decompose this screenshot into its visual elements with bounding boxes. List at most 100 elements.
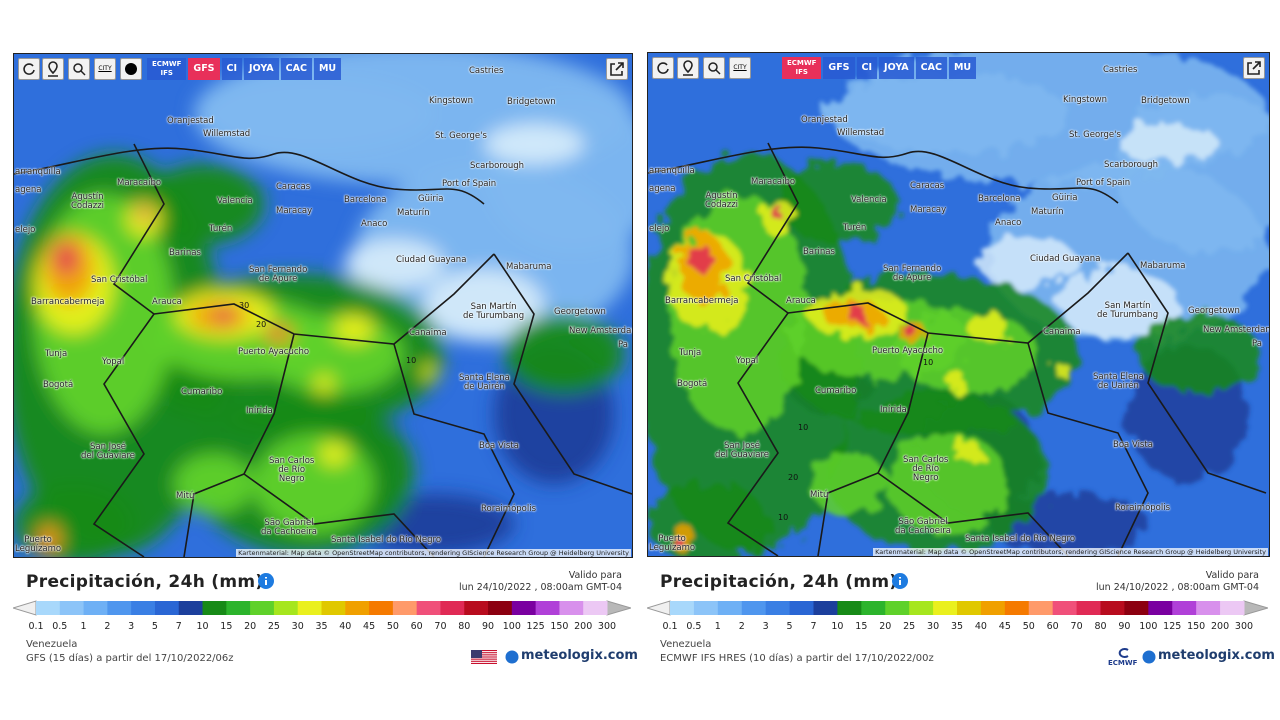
city-label: Bogotá (677, 379, 708, 389)
tool-button[interactable] (42, 58, 64, 80)
scale-swatch (1076, 601, 1101, 615)
scale-label: 80 (1094, 621, 1107, 632)
tool-button[interactable] (120, 58, 142, 80)
border (393, 343, 515, 557)
model-button[interactable]: JOYA (244, 58, 279, 80)
scale-swatch (957, 601, 982, 615)
tool-button[interactable]: CITY (729, 57, 751, 79)
city-label: Barcelona (978, 194, 1021, 204)
scale-swatch (1028, 601, 1054, 615)
model-run: ECMWF IFS HRES (10 días) a partir del 17… (660, 653, 934, 664)
city-label: Barrancabermeja (31, 297, 105, 307)
tool-button[interactable] (68, 58, 90, 80)
model-button[interactable]: CAC (915, 57, 947, 79)
city-label: Canaima (409, 328, 447, 338)
share-button[interactable] (1243, 57, 1265, 79)
city-label: San José del Guaviare (81, 442, 136, 461)
scale-swatch (717, 601, 743, 615)
contour-label: 10 (778, 513, 789, 522)
model-button[interactable]: CI (856, 57, 878, 79)
tool-button[interactable] (703, 57, 725, 79)
us-flag (471, 650, 497, 664)
city-label: Oranjestad (801, 115, 848, 125)
scale-arrow-high (1243, 600, 1268, 616)
model-button[interactable]: MU (948, 57, 977, 79)
model-button[interactable]: ECMWF IFS (147, 58, 187, 80)
scale-swatch (369, 601, 394, 615)
tool-button[interactable] (652, 57, 674, 79)
rain-area (424, 269, 544, 339)
region: Venezuela (660, 639, 712, 650)
scale-swatch (1100, 601, 1125, 615)
scale-label: 70 (1070, 621, 1083, 632)
city-label: Scarborough (470, 161, 525, 171)
city-label: Cumaribo (181, 387, 223, 397)
scale-swatch (980, 601, 1006, 615)
contour-label: 20 (788, 473, 799, 482)
contour-label: 10 (406, 356, 417, 365)
model-button[interactable]: CI (221, 58, 243, 80)
scale-swatch (392, 601, 418, 615)
rain-area (968, 313, 1008, 343)
scale-swatch (1004, 601, 1030, 615)
rain-area (319, 442, 349, 466)
rain-area (948, 373, 968, 393)
city-label: São Gabriel da Cachoeira (261, 518, 318, 537)
scale-swatch (885, 601, 910, 615)
scale-label: 10 (831, 621, 844, 632)
city-label: Puerto Ayacucho (872, 346, 944, 356)
city-label: Georgetown (554, 307, 606, 317)
scale-label: 15 (855, 621, 868, 632)
city-label: Inírida (880, 405, 907, 415)
city-label: Maturín (1031, 207, 1064, 217)
zoom (73, 63, 86, 76)
city-label: St. George's (435, 131, 487, 141)
city-label: Santa Elena de Uairén (1093, 372, 1144, 391)
city-label: Boa Vista (479, 441, 519, 451)
city-label: Turén (843, 223, 867, 233)
city-label: Scarborough (1104, 160, 1159, 170)
city-toggle: CITY (733, 64, 747, 71)
border (153, 253, 495, 345)
tool-button[interactable]: CITY (94, 58, 116, 80)
border (787, 252, 1129, 344)
scale-swatch (1220, 601, 1245, 615)
region: Venezuela (26, 639, 78, 650)
city-label: Cumaribo (815, 386, 857, 396)
city-label: Valencia (851, 195, 887, 205)
share (610, 62, 624, 76)
scale-label: 0.5 (686, 621, 702, 632)
pin (48, 61, 58, 77)
city-label: Mabaruma (506, 262, 552, 272)
city-label: San Fernando de Apure (249, 265, 308, 284)
rain-area (1118, 123, 1218, 163)
brand: meteologix.com (521, 648, 638, 663)
share-button[interactable] (606, 58, 628, 80)
model-button[interactable]: JOYA (879, 57, 914, 79)
tool-button[interactable] (677, 57, 699, 79)
fields (14, 54, 632, 557)
city-label: Willemstad (837, 128, 885, 138)
model-button[interactable]: GFS (188, 58, 220, 80)
model-button[interactable]: GFS (823, 57, 855, 79)
model-button[interactable]: CAC (280, 58, 312, 80)
scale-label: 60 (1046, 621, 1059, 632)
city-label: Ciudad Guayana (1030, 254, 1101, 264)
canton (471, 650, 482, 658)
city-label: agena (15, 185, 42, 195)
border (648, 146, 1119, 204)
globe (505, 650, 519, 664)
stripe (471, 650, 497, 652)
scale-swatch (226, 601, 251, 615)
city-label: Roraimópolis (481, 504, 537, 514)
scale-label: 100 (1139, 621, 1158, 632)
icon (610, 62, 624, 76)
globe-c (505, 650, 519, 664)
model-button[interactable]: ECMWF IFS (782, 57, 822, 79)
city-label: Canaima (1043, 327, 1081, 337)
tool-button[interactable] (18, 58, 40, 80)
city-label: Bridgetown (507, 97, 556, 107)
model-button[interactable]: MU (313, 58, 342, 80)
scale-swatch (202, 601, 227, 615)
scale-label: 30 (927, 621, 940, 632)
